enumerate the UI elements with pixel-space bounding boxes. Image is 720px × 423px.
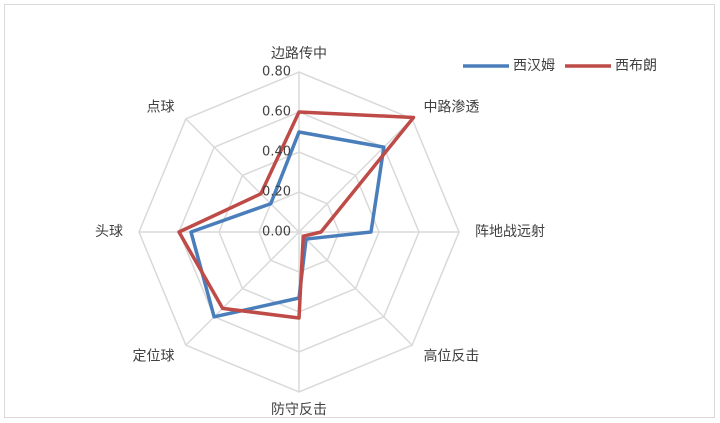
legend-label: 西汉姆 <box>513 58 555 74</box>
axis-label: 高位反击 <box>423 347 479 364</box>
axis-label: 防守反击 <box>271 402 327 418</box>
spoke <box>185 118 300 233</box>
chart-border <box>4 4 715 418</box>
tick-label: 0.40 <box>262 145 291 160</box>
tick-label: 0.80 <box>262 65 291 80</box>
tick-label: 0.00 <box>262 225 291 240</box>
spoke <box>298 118 413 233</box>
spoke <box>298 231 413 346</box>
axis-label: 定位球 <box>133 348 175 364</box>
legend-label: 西布朗 <box>615 58 657 74</box>
axis-label: 点球 <box>147 100 175 116</box>
series-line <box>177 110 416 320</box>
spoke <box>185 231 300 346</box>
axis-label: 阵地战远射 <box>475 224 545 240</box>
axis-label: 边路传中 <box>271 46 327 62</box>
axis-label: 中路渗透 <box>423 100 479 116</box>
axis-label: 头球 <box>95 224 123 240</box>
tick-label: 0.20 <box>262 185 291 200</box>
tick-label: 0.60 <box>262 105 291 120</box>
